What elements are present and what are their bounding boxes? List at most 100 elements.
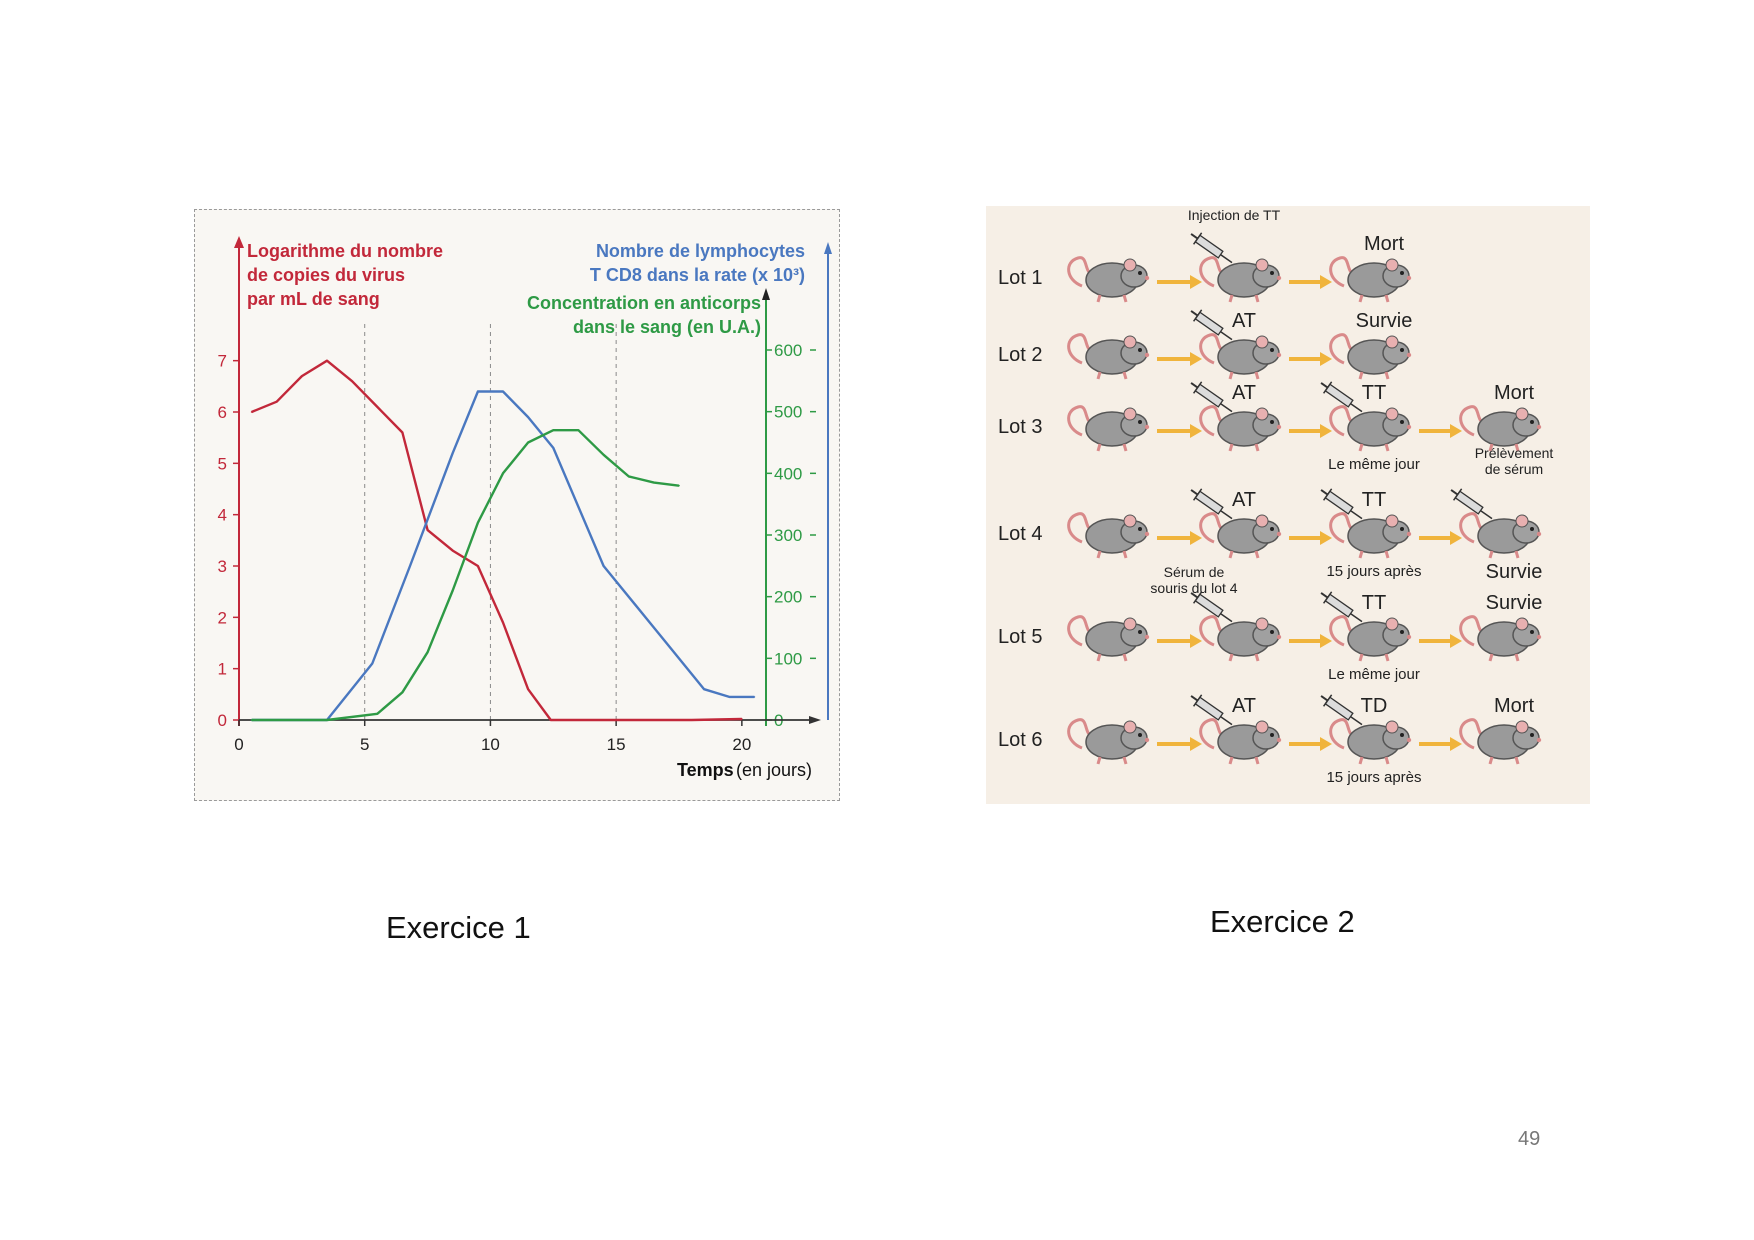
virus-point: [351, 380, 353, 382]
mouse-icon: [1329, 405, 1413, 453]
lymphocytes-line: [251, 390, 755, 722]
antibodies-line: [251, 428, 680, 722]
caption-exercise-1: Exercice 1: [386, 910, 531, 945]
mouse-icon: [1329, 512, 1413, 560]
x-axis-label: Temps: [677, 760, 734, 780]
step-label: souris du lot 4: [1150, 580, 1237, 596]
arrow-head-icon: [1450, 737, 1462, 751]
arrow-head-icon: [1320, 275, 1332, 289]
lot-row: Lot 1 Injection de TT Mort: [998, 207, 1413, 304]
mouse-icon: [1459, 512, 1543, 560]
antibody-title-line-1: Concentration en anticorps: [527, 293, 761, 313]
virus-point: [250, 411, 253, 413]
syringe-icon: [1316, 483, 1368, 526]
antibodies-point: [527, 441, 529, 444]
lot-label: Lot 5: [998, 626, 1042, 648]
x-axis-arrow: [809, 716, 821, 724]
exercise-2-experiment-diagram: Lot 1 Injection de TT Mort Lot 2 AT Survie Lot…: [986, 206, 1590, 804]
step-label: TD: [1361, 695, 1388, 717]
lymphocytes-point: [653, 626, 655, 629]
mouse-icon: [1067, 333, 1151, 381]
right-tick-label: 600: [774, 341, 802, 360]
caption-exercise-2: Exercice 2: [1210, 904, 1355, 939]
right-tick-label: 500: [774, 403, 802, 422]
right-tick-label: 200: [774, 588, 802, 607]
syringe-icon: [1186, 304, 1238, 347]
syringe-icon: [1446, 483, 1498, 526]
x-tick-label: 15: [607, 735, 626, 754]
virus-point: [301, 375, 303, 377]
step-label: Prélèvement: [1475, 445, 1554, 461]
antibodies-point: [250, 719, 253, 721]
step-label: Sérum de: [1164, 564, 1225, 580]
virus-point: [527, 688, 529, 690]
arrow-head-icon: [1190, 531, 1202, 545]
lymphocytes-point: [552, 447, 555, 449]
step-label: de sérum: [1485, 461, 1543, 477]
step-label: AT: [1232, 310, 1256, 332]
virus-series: [250, 359, 743, 722]
lot-label: Lot 6: [998, 729, 1042, 751]
step-sublabel: 15 jours après: [1326, 769, 1421, 786]
lymphocytes-point: [728, 696, 731, 698]
left-tick-label: 5: [218, 454, 227, 473]
right-axis-arrow: [762, 288, 770, 300]
mouse-icon: [1199, 333, 1283, 381]
syringe-icon: [1186, 483, 1238, 526]
virus-point: [401, 431, 404, 434]
antibodies-point: [326, 719, 328, 721]
syringe-icon: [1186, 227, 1238, 270]
arrow-head-icon: [1190, 737, 1202, 751]
x-tick-label: 5: [360, 735, 369, 754]
left-tick-label: 1: [218, 660, 227, 679]
virus-point: [451, 549, 454, 552]
page-number: 49: [1518, 1128, 1541, 1150]
step-label: AT: [1232, 695, 1256, 717]
arrow-head-icon: [1320, 531, 1332, 545]
chart-canvas: 01234567010020030040050060005101520 Loga…: [218, 236, 832, 780]
virus-point: [477, 565, 479, 567]
lymphocytes-point: [602, 565, 605, 567]
antibodies-point: [577, 429, 580, 431]
virus-point: [690, 719, 693, 721]
step-label: Mort: [1494, 382, 1534, 404]
mouse-icon: [1067, 615, 1151, 663]
antibodies-point: [653, 481, 655, 484]
arrow-head-icon: [1190, 634, 1202, 648]
virus-point: [326, 359, 328, 362]
lymphocytes-point: [409, 565, 411, 567]
lymphocytes-point: [451, 452, 454, 454]
left-tick-label: 0: [218, 711, 227, 730]
left-tick-label: 6: [218, 403, 227, 422]
mouse-icon: [1199, 405, 1283, 453]
mouse-icon: [1459, 718, 1543, 766]
x-tick-label: 0: [234, 735, 243, 754]
lot-row: Lot 3 AT TT Le même jour Mort: [998, 376, 1543, 473]
virus-title-line-2: de copies du virus: [247, 265, 405, 285]
step-label: TT: [1362, 382, 1386, 404]
antibodies-point: [552, 429, 555, 431]
right-tick-label: 400: [774, 464, 802, 483]
virus-title-line-3: par mL de sang: [247, 289, 380, 309]
left-tick-label: 3: [218, 557, 227, 576]
mouse-icon: [1329, 256, 1413, 304]
antibodies-point: [602, 454, 605, 456]
arrow-head-icon: [1450, 424, 1462, 438]
arrow-head-icon: [1450, 634, 1462, 648]
lot-row: Lot 6 AT TD 15 jours après Mort: [998, 689, 1543, 786]
virus-point: [741, 718, 743, 720]
lymphocyte-title-line-2: T CD8 dans la rate (x 10³): [590, 265, 805, 285]
antibodies-series: [250, 428, 680, 722]
mouse-icon: [1199, 512, 1283, 560]
lot-label: Lot 2: [998, 344, 1042, 366]
x-axis-unit: (en jours): [736, 760, 812, 780]
arrow-head-icon: [1320, 737, 1332, 751]
virus-point: [426, 529, 429, 531]
syringe-icon: [1316, 376, 1368, 419]
mouse-icon: [1067, 256, 1151, 304]
step-label: Mort: [1364, 233, 1404, 255]
mouse-icon: [1067, 405, 1151, 453]
virus-point: [502, 621, 504, 624]
mouse-icon: [1329, 718, 1413, 766]
